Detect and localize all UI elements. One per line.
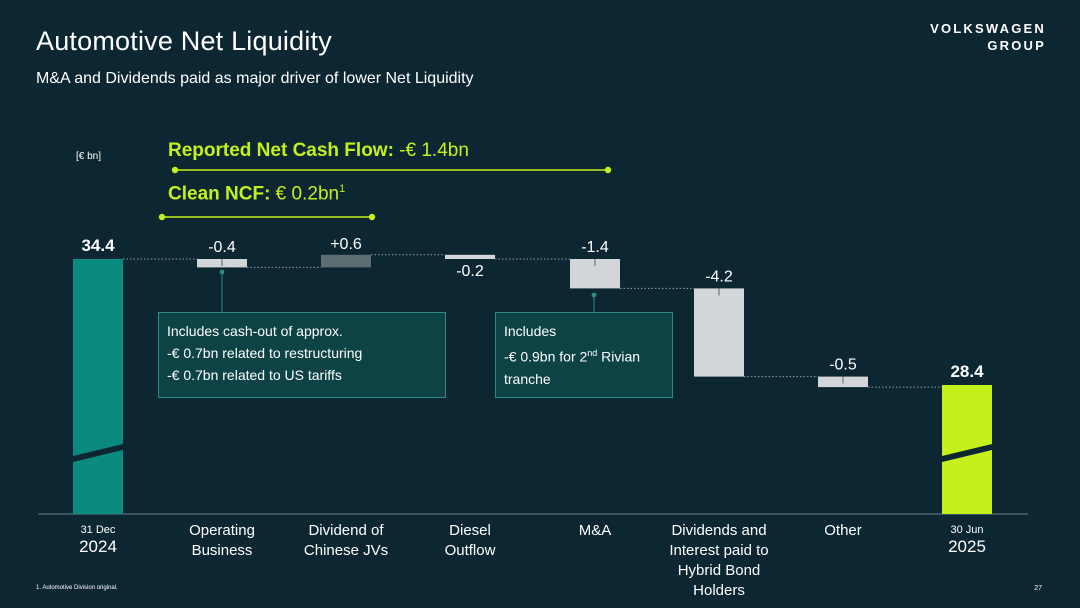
clean-ncf-footnote-ref: 1 <box>339 183 346 195</box>
category-label-5-2: Hybrid Bond <box>678 562 761 579</box>
callout-ops-line-3: -€ 0.7bn related to US tariffs <box>167 367 342 383</box>
callout-ma-line-2-sup: nd <box>587 348 598 358</box>
page-subtitle: M&A and Dividends paid as major driver o… <box>36 70 474 87</box>
footnote: 1. Automotive Division original. <box>36 585 118 591</box>
bar-5 <box>694 288 744 377</box>
ma-callout: Includes -€ 0.9bn for 2nd Rivian tranche <box>495 312 673 398</box>
page-title: Automotive Net Liquidity <box>36 26 332 56</box>
category-label-5-1: Interest paid to <box>669 542 768 559</box>
page-number: 27 <box>1034 585 1042 592</box>
ncf-bracket-end-dot-0 <box>604 166 612 174</box>
callout-ma-line-2: -€ 0.9bn for 2nd Rivian <box>504 342 664 368</box>
bar-2 <box>321 254 371 268</box>
callout-pointer-dot-ma <box>591 292 597 298</box>
category-label-7-0: 30 Jun <box>950 524 983 536</box>
callout-ops-line-1: Includes cash-out of approx. <box>167 323 343 339</box>
value-label-2: +0.6 <box>330 236 362 253</box>
value-label-1: -0.4 <box>208 239 236 256</box>
axis-break-0 <box>73 444 123 462</box>
callout-ops-line-2: -€ 0.7bn related to restructuring <box>167 345 363 361</box>
value-label-3: -0.2 <box>456 263 484 280</box>
clean-ncf-heading: Clean NCF: € 0.2bn1 <box>168 183 345 205</box>
category-label-0-0: 31 Dec <box>81 524 116 536</box>
callout-ma-line-1: Includes <box>504 323 557 339</box>
ncf-bracket-end-dot-1 <box>368 213 376 221</box>
logo-line-2: GROUP <box>987 38 1046 53</box>
axis-break-7 <box>942 444 992 462</box>
value-label-6: -0.5 <box>829 357 857 374</box>
category-label-1-1: Business <box>192 542 253 559</box>
category-label-3-0: Diesel <box>449 522 491 539</box>
value-label-5: -4.2 <box>705 268 733 285</box>
category-label-2-1: Chinese JVs <box>304 542 388 559</box>
value-label-0: 34.4 <box>81 236 115 255</box>
category-label-3-1: Outflow <box>445 542 496 559</box>
bar-3 <box>445 254 495 259</box>
callout-ma-line-2-post: Rivian <box>597 348 641 365</box>
ncf-bracket-start-dot-0 <box>171 166 179 174</box>
category-label-5-3: Holders <box>693 582 745 599</box>
reported-ncf-value: -€ 1.4bn <box>393 140 469 161</box>
reported-ncf-heading: Reported Net Cash Flow: -€ 1.4bn <box>168 140 469 162</box>
clean-ncf-value: € 0.2bn <box>270 183 340 205</box>
callout-ma-line-3: tranche <box>504 370 551 387</box>
value-label-7: 28.4 <box>950 362 984 381</box>
callout-ma-line-2-pre: -€ 0.9bn for 2 <box>504 348 588 365</box>
bar-0 <box>73 259 123 514</box>
logo-line-1: VOLKSWAGEN <box>930 21 1046 36</box>
unit-label: [€ bn] <box>76 151 102 162</box>
category-label-1-0: Operating <box>189 522 255 539</box>
category-label-6-0: Other <box>824 522 862 539</box>
category-label-4-0: M&A <box>579 522 612 539</box>
operating-business-callout: Includes cash-out of approx. -€ 0.7bn re… <box>158 312 446 398</box>
category-label-7-1: 2025 <box>948 537 986 556</box>
reported-ncf-label: Reported Net Cash Flow: <box>168 140 394 161</box>
category-label-2-0: Dividend of <box>308 522 384 539</box>
category-label-0-1: 2024 <box>79 537 117 556</box>
ncf-bracket-start-dot-1 <box>158 213 166 221</box>
volkswagen-group-logo: VOLKSWAGEN GROUP <box>930 20 1046 54</box>
callout-pointer-dot-operating <box>219 269 225 275</box>
value-label-4: -1.4 <box>581 239 609 256</box>
category-label-5-0: Dividends and <box>671 522 766 539</box>
clean-ncf-label: Clean NCF: <box>168 183 271 205</box>
